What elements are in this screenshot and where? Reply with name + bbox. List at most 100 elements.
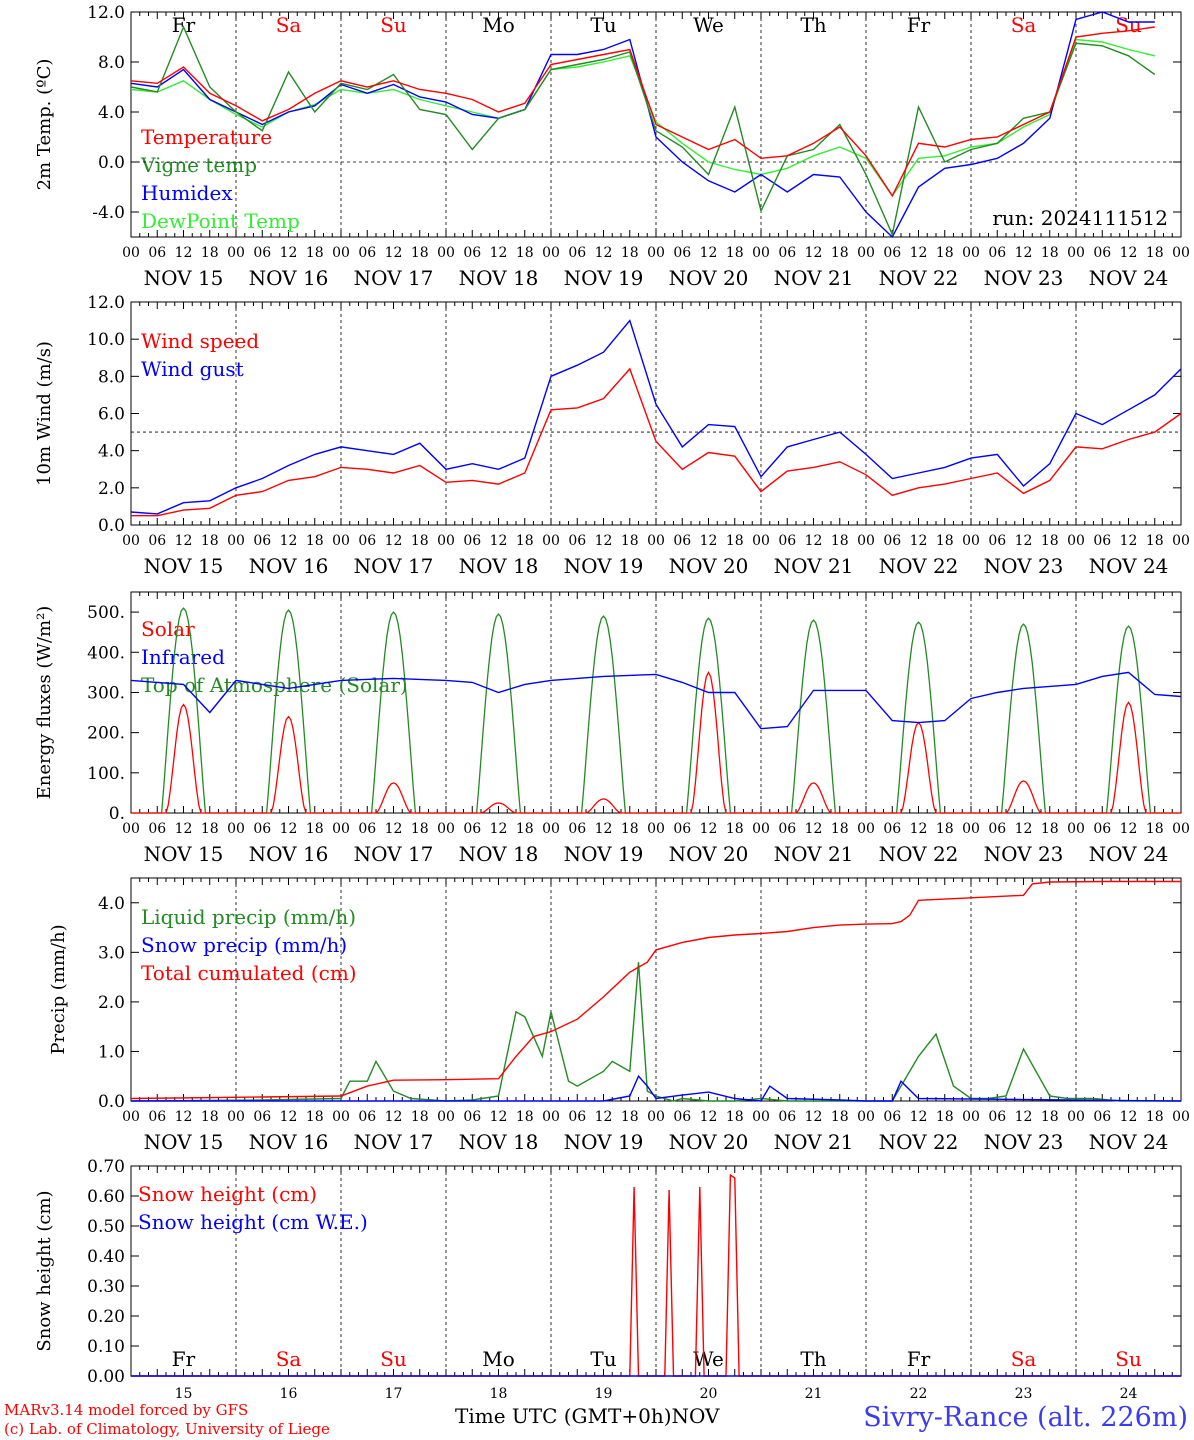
energy-hour-label: 00	[122, 821, 140, 837]
temp-hour-label: 18	[411, 245, 429, 261]
temp-hour-label: 06	[463, 245, 481, 261]
snow-day-number: 17	[385, 1386, 403, 1402]
precip-date-label: NOV 23	[984, 1130, 1064, 1154]
precip-date-label: NOV 24	[1089, 1130, 1169, 1154]
precip-legend-item: Total cumulated (cm)	[141, 961, 357, 985]
energy-ytick-label: 300.	[87, 683, 125, 703]
wind-hour-label: 18	[831, 533, 849, 549]
wind-hour-label: 00	[1067, 533, 1085, 549]
wind-date-label: NOV 17	[354, 554, 434, 578]
energy-hour-label: 18	[831, 821, 849, 837]
wind-ytick-label: 8.0	[98, 367, 125, 387]
precip-hour-label: 00	[122, 1109, 140, 1125]
snow-day-number: 22	[910, 1386, 928, 1402]
energy-hour-label: 06	[148, 821, 166, 837]
snow-ytick-label: 0.10	[87, 1337, 125, 1357]
energy-hour-label: 12	[700, 821, 718, 837]
energy-legend-item: Top of Atmosphere (Solar)	[141, 673, 408, 697]
temp-hour-label: 00	[542, 245, 560, 261]
temp-series-1	[130, 25, 1156, 237]
energy-hour-label: 18	[201, 821, 219, 837]
energy-hour-label: 12	[175, 821, 193, 837]
precip-hour-label: 12	[385, 1109, 403, 1125]
wind-ytick-label: 2.0	[98, 479, 125, 499]
precip-hour-label: 12	[805, 1109, 823, 1125]
energy-hour-label: 06	[463, 821, 481, 837]
wind-hour-label: 18	[1146, 533, 1164, 549]
temp-hour-label: 00	[227, 245, 245, 261]
precip-hour-label: 06	[568, 1109, 586, 1125]
energy-hour-label: 18	[726, 821, 744, 837]
wind-ytick-label: 4.0	[98, 442, 125, 462]
temp-day-name: Mo	[482, 13, 515, 37]
wind-hour-label: 06	[1093, 533, 1111, 549]
temp-day-name: Sa	[1011, 13, 1037, 37]
wind-hour-label: 18	[1041, 533, 1059, 549]
wind-legend-item: Wind speed	[141, 329, 259, 353]
energy-hour-label: 06	[883, 821, 901, 837]
precip-ytick-label: 2.0	[98, 993, 125, 1013]
energy-series-infrared	[130, 671, 1182, 730]
temp-hour-label: 00	[962, 245, 980, 261]
energy-hour-label: 18	[306, 821, 324, 837]
precip-panel: 4.0 3.0 2.0 1.0 0.0 Precip (mm/h) 00 06 12 18 00 06…	[48, 877, 1190, 1154]
precip-hour-label: 00	[437, 1109, 455, 1125]
wind-date-label: NOV 22	[879, 554, 959, 578]
energy-legend-item: Infrared	[141, 645, 225, 669]
wind-date-label: NOV 18	[459, 554, 539, 578]
snow-day-number: 16	[280, 1386, 298, 1402]
temp-hour-label: 18	[936, 245, 954, 261]
energy-hour-label: 06	[568, 821, 586, 837]
wind-hour-label: 18	[516, 533, 534, 549]
wind-hour-label: 00	[227, 533, 245, 549]
temp-hour-label: 12	[805, 245, 823, 261]
energy-date-label: NOV 24	[1089, 842, 1169, 866]
snow-day-name: Sa	[1011, 1347, 1037, 1371]
energy-hour-label: 00	[227, 821, 245, 837]
energy-hour-label: 18	[621, 821, 639, 837]
snow-day-name: Tu	[590, 1347, 616, 1371]
precip-legend-item: Liquid precip (mm/h)	[141, 905, 356, 929]
temp-date-label: NOV 18	[459, 266, 539, 290]
wind-hour-label: 12	[805, 533, 823, 549]
energy-hour-label: 18	[936, 821, 954, 837]
precip-ylabel: Precip (mm/h)	[48, 924, 69, 1054]
precip-hour-label: 18	[411, 1109, 429, 1125]
wind-legend-item: Wind gust	[141, 357, 244, 381]
temp-hour-label: 18	[306, 245, 324, 261]
wind-hour-label: 00	[122, 533, 140, 549]
energy-hour-label: 18	[1041, 821, 1059, 837]
temp-day-name: Sa	[276, 13, 302, 37]
wind-ylabel: 10m Wind (m/s)	[34, 341, 55, 486]
snow-ytick-label: 0.60	[87, 1187, 125, 1207]
precip-hour-label: 00	[332, 1109, 350, 1125]
temp-hour-label: 18	[726, 245, 744, 261]
snow-day-name: We	[693, 1347, 724, 1371]
snow-day-name: Fr	[907, 1347, 931, 1371]
precip-ytick-label: 3.0	[98, 943, 125, 963]
wind-hour-label: 06	[568, 533, 586, 549]
temp-hour-label: 18	[516, 245, 534, 261]
temp-hour-label: 18	[1041, 245, 1059, 261]
precip-date-label: NOV 16	[249, 1130, 329, 1154]
precip-hour-label: 18	[306, 1109, 324, 1125]
wind-hour-label: 00	[857, 533, 875, 549]
temp-date-label: NOV 22	[879, 266, 959, 290]
snow-legend-item: Snow height (cm W.E.)	[138, 1210, 368, 1234]
wind-series-0	[131, 367, 1182, 517]
temp-ytick-label: -4.0	[92, 203, 125, 223]
precip-hour-label: 00	[752, 1109, 770, 1125]
precip-date-label: NOV 18	[459, 1130, 539, 1154]
snow-day-number: 24	[1120, 1386, 1138, 1402]
energy-ytick-label: 200.	[87, 724, 125, 744]
energy-date-label: NOV 21	[774, 842, 854, 866]
precip-legend-item: Snow precip (mm/h)	[141, 933, 347, 957]
temp-hour-label: 18	[831, 245, 849, 261]
temp-legend-item: Vigne temp	[140, 153, 257, 177]
wind-date-label: NOV 24	[1089, 554, 1169, 578]
wind-ytick-label: 10.0	[87, 330, 125, 350]
temp-hour-label: 00	[1172, 245, 1190, 261]
energy-hour-label: 00	[647, 821, 665, 837]
energy-hour-label: 06	[673, 821, 691, 837]
wind-hour-label: 12	[910, 533, 928, 549]
